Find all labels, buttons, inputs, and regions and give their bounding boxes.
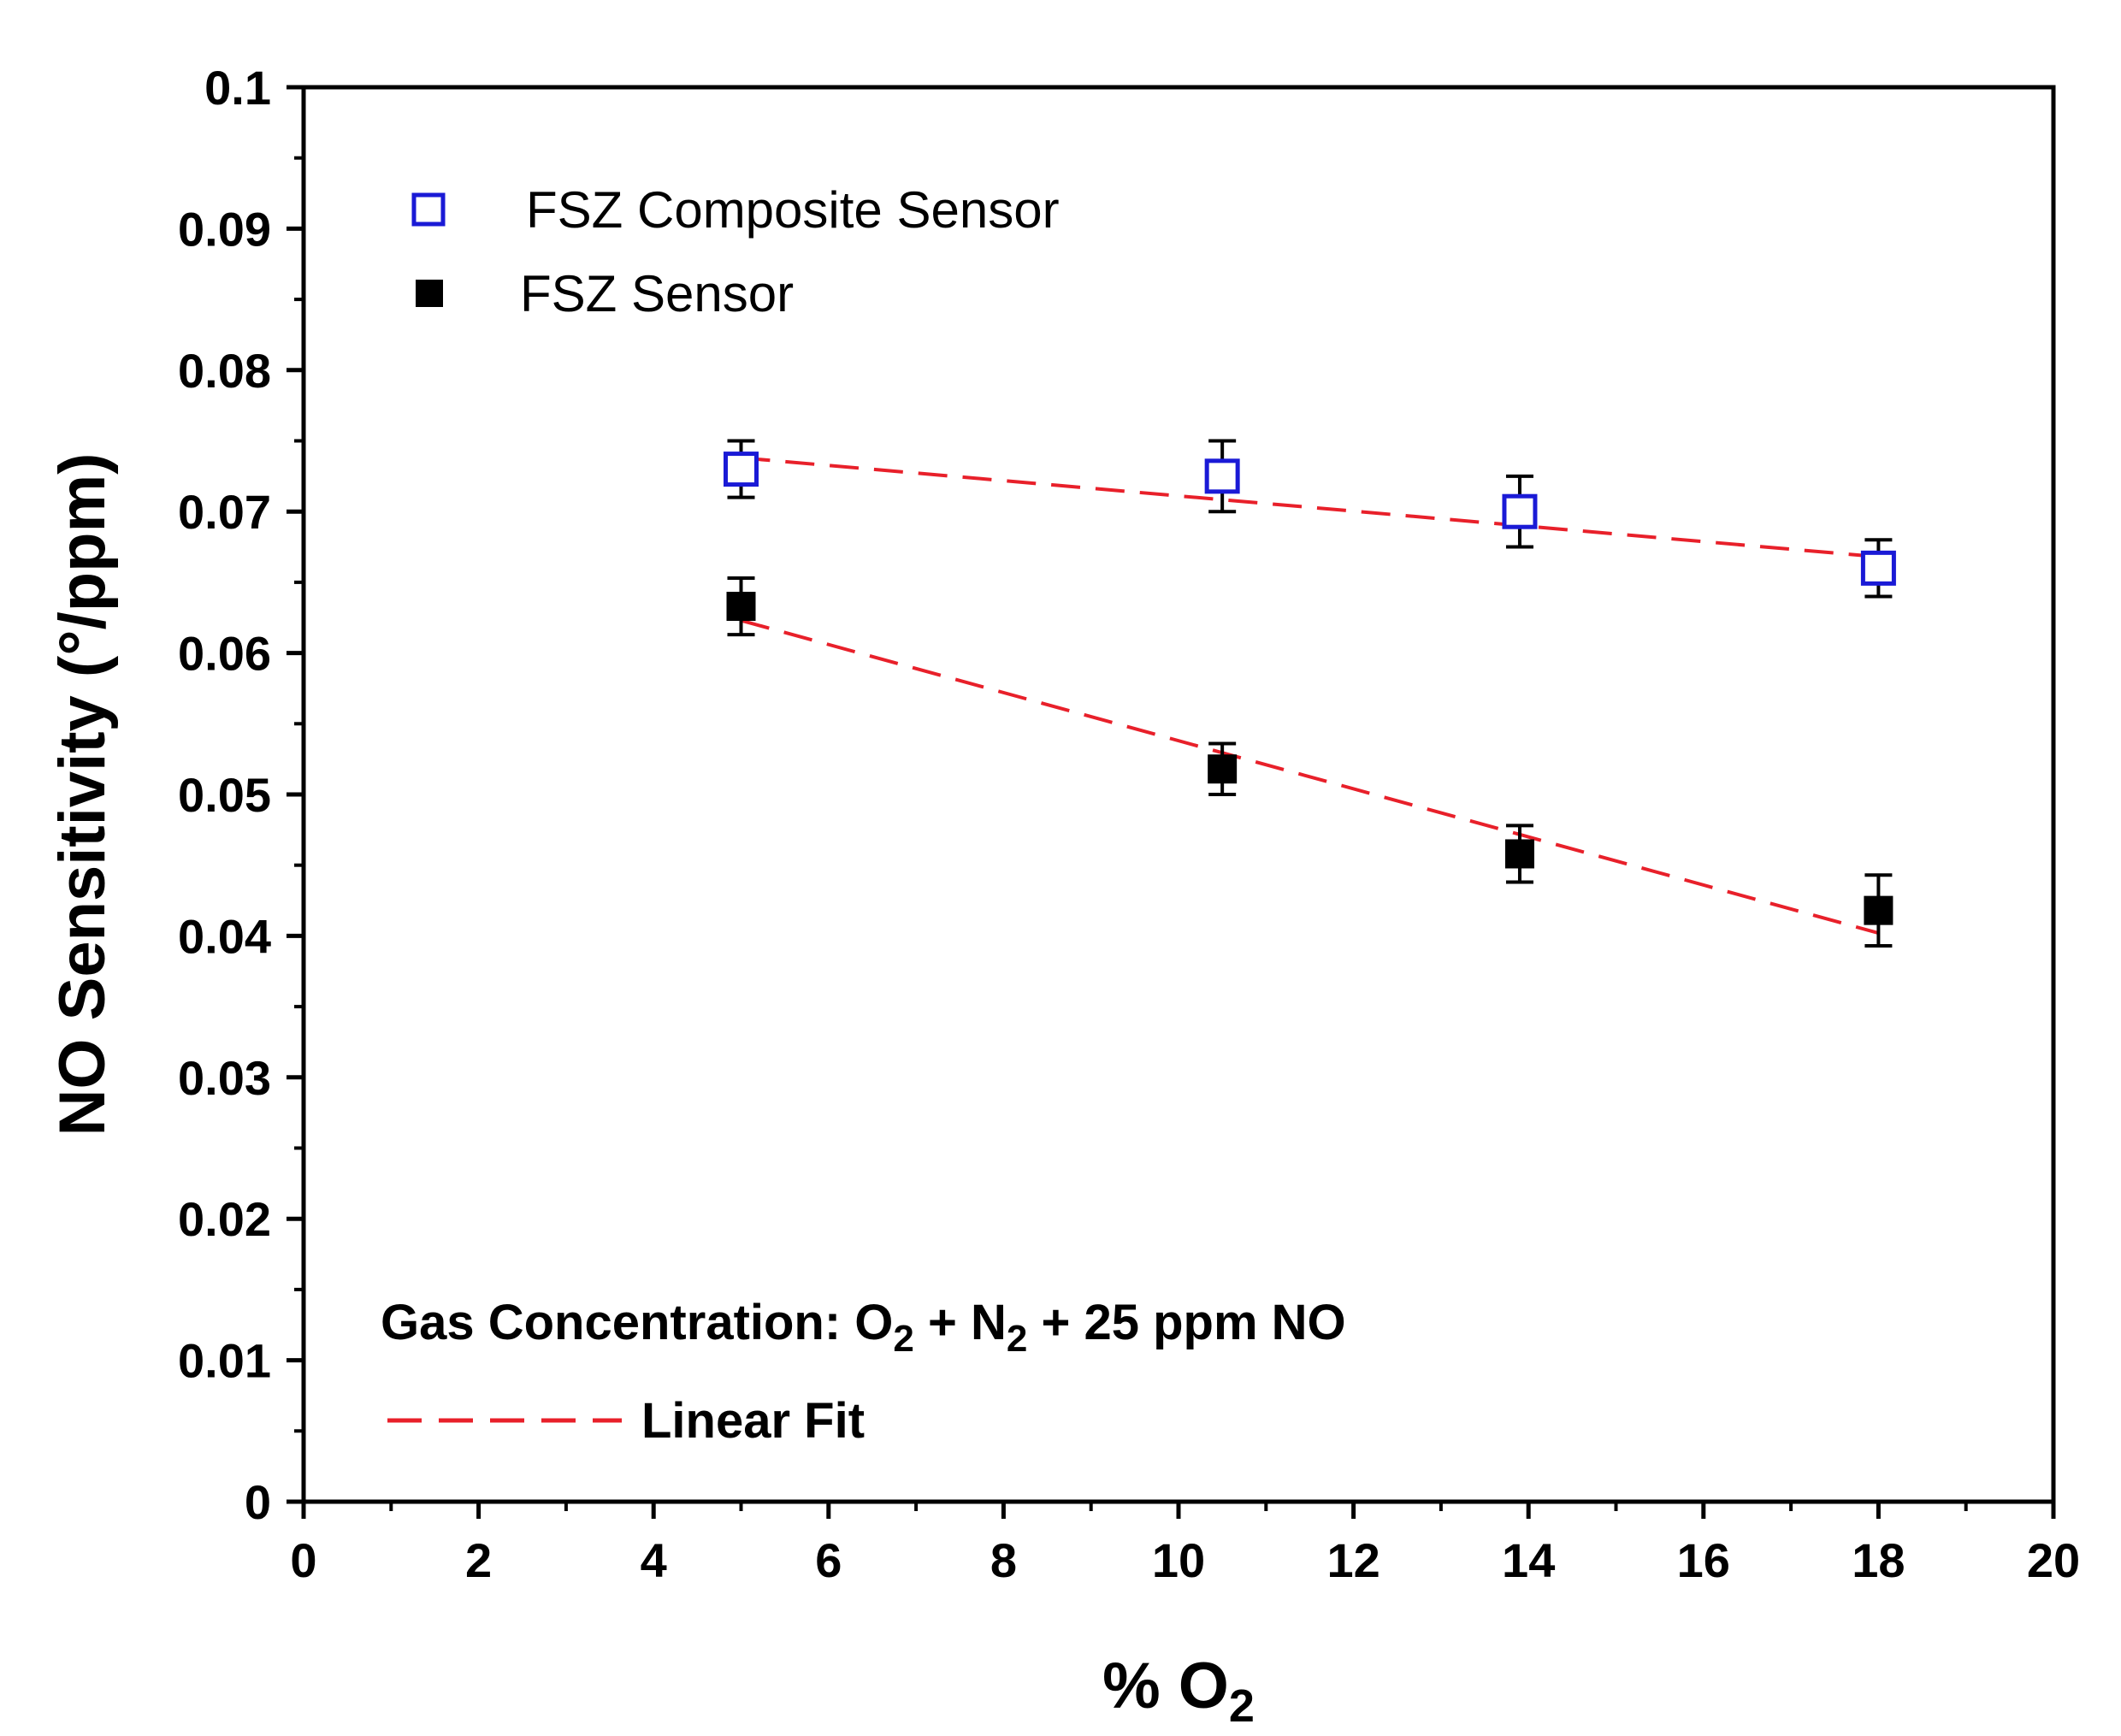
y-tick-labels: 0 0.01 0.02 0.03 0.04 0.05 0.06 0.07 0.08 0.09 0.1	[178, 61, 271, 1529]
data-point-fsz	[1864, 895, 1894, 925]
x-tick-label: 4	[641, 1533, 667, 1587]
data-point-composite	[1502, 493, 1538, 529]
x-tick-labels: 0 2 4 6 8 10 12 14 16 18 20	[290, 1533, 2080, 1587]
y-axis-title: NO Sensitivity (°/ppm)	[46, 453, 119, 1137]
legend-label-fsz: FSZ Sensor	[520, 265, 794, 322]
y-tick-label: 0.07	[178, 485, 271, 539]
fit-lines	[740, 456, 1879, 936]
legend-marker-composite	[411, 192, 446, 227]
x-tick-label: 8	[990, 1533, 1017, 1587]
y-tick-label: 0.03	[178, 1051, 271, 1105]
y-tick-label: 0.04	[178, 909, 271, 963]
y-tick-label: 0.01	[178, 1334, 271, 1388]
data-point-composite	[1860, 550, 1896, 586]
y-tick-label: 0	[245, 1475, 271, 1529]
x-tick-label: 6	[815, 1533, 842, 1587]
y-tick-label: 0.1	[204, 61, 271, 115]
gas-concentration-annotation: Gas Concentration: O2 + N2 + 25 ppm NO	[381, 1295, 1346, 1360]
x-axis-title: % O2	[1102, 1650, 1255, 1732]
y-tick-label: 0.05	[178, 768, 271, 822]
data-point-composite	[1204, 458, 1240, 494]
legend: FSZ Composite Sensor FSZ Sensor	[411, 181, 1060, 322]
x-tick-label: 18	[1852, 1533, 1905, 1587]
x-tick-label: 10	[1152, 1533, 1205, 1587]
legend-marker-fsz	[416, 280, 443, 307]
linear-fit-line-composite	[741, 456, 1879, 559]
linear-fit-legend-label: Linear Fit	[641, 1393, 865, 1449]
y-tick-label: 0.02	[178, 1192, 271, 1246]
x-tick-label: 16	[1677, 1533, 1730, 1587]
x-tick-label: 12	[1326, 1533, 1380, 1587]
data-point-composite	[724, 452, 759, 487]
x-tick-label: 14	[1502, 1533, 1555, 1587]
data-point-fsz	[726, 592, 756, 622]
y-tick-label: 0.06	[178, 627, 271, 681]
x-tick-label: 2	[465, 1533, 492, 1587]
x-tick-label: 0	[290, 1533, 316, 1587]
data-points	[724, 452, 1896, 925]
y-tick-label: 0.09	[178, 202, 271, 256]
error-bars	[727, 439, 1893, 948]
y-tick-label: 0.08	[178, 344, 271, 398]
data-point-fsz	[1208, 754, 1238, 784]
plot-frame	[301, 85, 2056, 1504]
data-point-fsz	[1504, 839, 1534, 869]
linear-fit-line-fsz	[740, 618, 1879, 936]
legend-label-composite: FSZ Composite Sensor	[526, 181, 1060, 239]
x-tick-label: 20	[2027, 1533, 2080, 1587]
